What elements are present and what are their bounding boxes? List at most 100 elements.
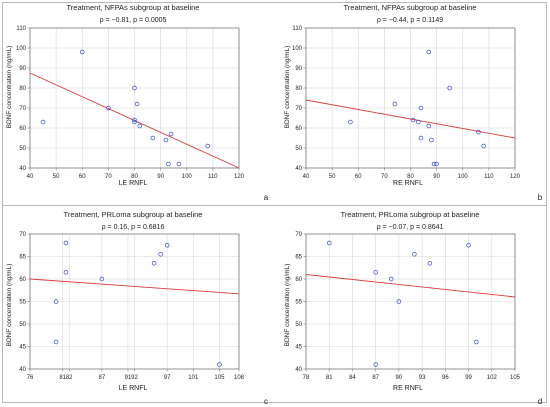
data-point bbox=[418, 105, 424, 111]
panel-b-x-ticks: 40 50 60 70 80 90 100 110 120 bbox=[303, 168, 521, 180]
y-tick-label: 45 bbox=[295, 345, 302, 351]
y-tick-label: 50 bbox=[295, 146, 302, 152]
panel-b-letter: b bbox=[538, 193, 543, 202]
x-tick-label: 105 bbox=[510, 375, 521, 381]
x-tick-label: 60 bbox=[355, 174, 362, 180]
data-point bbox=[426, 123, 432, 129]
data-point bbox=[176, 161, 182, 167]
data-point bbox=[388, 276, 394, 282]
x-tick-label: 90 bbox=[396, 375, 403, 381]
panel-d: Treatment, PRLoma subgroup at baseline ρ… bbox=[284, 210, 542, 406]
y-tick-label: 55 bbox=[295, 300, 302, 306]
data-point bbox=[53, 339, 59, 345]
regression-line bbox=[305, 274, 516, 298]
panel-d-y-axis-label: BDNF concentration (ng/mL) bbox=[284, 264, 291, 347]
x-tick-label: 87 bbox=[372, 375, 379, 381]
y-tick-label: 70 bbox=[295, 232, 302, 238]
data-point bbox=[53, 299, 59, 304]
x-tick-label: 110 bbox=[484, 174, 494, 180]
x-tick-label: 120 bbox=[510, 174, 521, 180]
x-tick-label: 108 bbox=[234, 375, 245, 381]
y-tick-label: 50 bbox=[295, 322, 302, 328]
data-point bbox=[373, 270, 378, 275]
panel-c-x-axis-label: LE RNFL bbox=[119, 385, 148, 392]
x-tick-label: 50 bbox=[53, 174, 60, 180]
y-tick-label: 65 bbox=[295, 255, 302, 261]
panel-a-y-axis-label: BDNF concentration (ng/mL) bbox=[6, 46, 13, 129]
y-tick-label: 50 bbox=[19, 322, 26, 328]
x-tick-label: 110 bbox=[208, 174, 218, 180]
panel-d-fit bbox=[305, 274, 516, 298]
panel-c-subtitle: ρ = 0.16, p = 0.6816 bbox=[102, 224, 165, 231]
x-tick-label: 84 bbox=[349, 375, 356, 381]
y-tick-label: 100 bbox=[16, 46, 27, 52]
x-tick-label: 60 bbox=[79, 174, 86, 180]
data-point bbox=[164, 243, 170, 248]
data-point bbox=[434, 161, 439, 167]
y-tick-label: 100 bbox=[292, 46, 303, 52]
x-tick-label: 82 bbox=[66, 375, 73, 381]
panel-a-y-ticks: 40 50 60 70 80 90 100 110 bbox=[16, 26, 30, 172]
x-tick-label: 90 bbox=[433, 174, 440, 180]
panel-b-x-axis-label: RE RNFL bbox=[393, 180, 423, 187]
panel-d-points bbox=[326, 240, 479, 367]
panel-d-x-axis-label: RE RNFL bbox=[393, 385, 423, 392]
panel-b-grid bbox=[305, 27, 516, 169]
data-point bbox=[99, 276, 105, 282]
data-point bbox=[466, 243, 471, 248]
data-point bbox=[410, 117, 416, 123]
y-tick-label: 90 bbox=[295, 66, 302, 72]
x-tick-label: 92 bbox=[131, 375, 138, 381]
x-tick-label: 80 bbox=[407, 174, 414, 180]
x-tick-label: 90 bbox=[157, 174, 164, 180]
panel-b-title: Treatment, NFPAs subgroup at baseline bbox=[344, 3, 477, 12]
x-tick-label: 70 bbox=[381, 174, 388, 180]
data-point bbox=[40, 119, 46, 125]
x-tick-label: 40 bbox=[27, 174, 34, 180]
panel-c-y-ticks: 40 45 50 55 60 65 70 bbox=[19, 232, 30, 373]
panel-c-letter: c bbox=[264, 397, 268, 406]
panel-a-grid bbox=[29, 27, 240, 169]
x-tick-label: 50 bbox=[329, 174, 336, 180]
data-point bbox=[348, 119, 353, 125]
data-point bbox=[418, 135, 424, 141]
panel-a-letter: a bbox=[264, 193, 269, 202]
data-point bbox=[79, 49, 85, 55]
data-point bbox=[416, 119, 421, 125]
y-tick-label: 70 bbox=[295, 106, 302, 112]
x-tick-label: 105 bbox=[214, 375, 225, 381]
panel-a-x-axis-label: LE RNFL bbox=[119, 180, 148, 187]
panel-c: Treatment, PRLoma subgroup at baseline ρ… bbox=[6, 210, 268, 406]
y-tick-label: 65 bbox=[19, 255, 26, 261]
panel-b-points bbox=[348, 49, 486, 167]
y-tick-label: 80 bbox=[19, 86, 26, 92]
x-tick-label: 93 bbox=[419, 375, 426, 381]
panel-b-y-axis-label: BDNF concentration (ng/mL) bbox=[284, 46, 291, 129]
y-tick-label: 40 bbox=[19, 367, 26, 373]
panel-d-grid bbox=[305, 233, 516, 370]
panel-a-points bbox=[40, 49, 210, 167]
x-tick-label: 87 bbox=[99, 375, 106, 381]
data-point bbox=[373, 362, 378, 367]
row-divider bbox=[2, 205, 547, 206]
x-tick-label: 100 bbox=[458, 174, 469, 180]
data-point bbox=[205, 143, 210, 149]
data-point bbox=[150, 135, 156, 141]
x-tick-label: 100 bbox=[182, 174, 193, 180]
data-point bbox=[326, 240, 332, 246]
data-point bbox=[217, 362, 222, 367]
y-tick-label: 60 bbox=[19, 277, 26, 283]
y-tick-label: 60 bbox=[295, 277, 302, 283]
x-tick-label: 96 bbox=[442, 375, 449, 381]
panel-d-subtitle: ρ = −0.07, p = 0.8641 bbox=[377, 224, 444, 231]
y-tick-label: 40 bbox=[295, 367, 302, 373]
x-tick-label: 80 bbox=[131, 174, 138, 180]
panel-a-fit bbox=[29, 72, 240, 169]
data-point bbox=[481, 143, 486, 149]
x-tick-label: 40 bbox=[303, 174, 310, 180]
y-tick-label: 40 bbox=[19, 166, 26, 172]
x-tick-label: 102 bbox=[487, 375, 498, 381]
x-tick-label: 97 bbox=[164, 375, 171, 381]
y-tick-label: 55 bbox=[19, 300, 26, 306]
